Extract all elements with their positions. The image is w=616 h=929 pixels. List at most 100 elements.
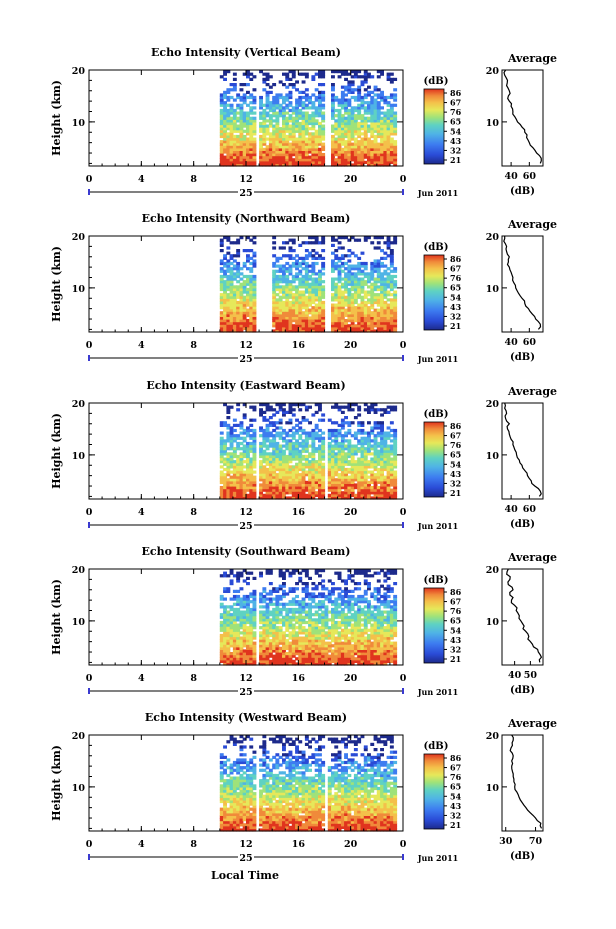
- panel-title: Echo Intensity (Eastward Beam): [146, 379, 345, 392]
- profile-line: [509, 734, 543, 829]
- colorbar: [423, 421, 445, 498]
- profile-title: Average: [507, 218, 557, 231]
- y-axis-label: Height (km): [50, 579, 63, 655]
- x-tick-label: 12: [239, 839, 252, 850]
- profile-line: [503, 236, 542, 330]
- beam-panel-4: Echo Intensity (Southward Beam) Height (k…: [50, 545, 557, 698]
- profile-x-tick-label: 30: [499, 836, 513, 847]
- profile-y-tick-label: 20: [486, 66, 500, 77]
- y-tick-label: 20: [72, 399, 86, 410]
- beam-panel-2: Echo Intensity (Northward Beam) Height (k…: [50, 212, 557, 365]
- profile-frame: [501, 69, 544, 167]
- x-tick-label: 16: [292, 174, 306, 185]
- colorbar-title: (dB): [424, 242, 449, 253]
- x-tick-label: 0: [400, 673, 407, 684]
- colorbar-tick-label: 54: [450, 791, 462, 801]
- colorbar-tick-label: 43: [450, 302, 462, 312]
- x-tick-label: 0: [86, 839, 93, 850]
- profile-line: [503, 69, 542, 164]
- colorbar: [423, 753, 445, 830]
- day-label: 25: [239, 188, 252, 199]
- colorbar-tick-label: 54: [450, 459, 462, 469]
- x-tick-label: 20: [344, 340, 358, 351]
- x-tick-label: 12: [239, 507, 252, 518]
- y-axis-label: Height (km): [50, 413, 63, 489]
- colorbar-tick-label: 86: [450, 753, 462, 763]
- colorbar-tick-label: 65: [450, 450, 461, 460]
- profile-title: Average: [507, 385, 557, 398]
- profile-frame: [501, 568, 544, 666]
- heatmap-cells: [219, 403, 398, 500]
- profile-y-tick-label: 10: [486, 617, 500, 628]
- profile-y-tick-label: 20: [486, 565, 500, 576]
- x-tick-label: 16: [292, 673, 306, 684]
- profile-x-tick-label: 40: [504, 337, 518, 348]
- profile-line: [504, 402, 542, 497]
- y-axis-label: Height (km): [50, 80, 63, 156]
- x-tick-label: 12: [239, 340, 252, 351]
- colorbar-title: (dB): [424, 409, 449, 420]
- profile-title: Average: [507, 551, 557, 564]
- x-tick-label: 12: [239, 673, 252, 684]
- colorbar-tick-label: 67: [450, 597, 461, 607]
- x-tick-label: 8: [190, 507, 197, 518]
- panel-title: Echo Intensity (Vertical Beam): [151, 46, 341, 59]
- profile-frame: [501, 235, 544, 333]
- x-tick-label: 4: [138, 507, 145, 518]
- y-tick-label: 10: [72, 284, 86, 295]
- heatmap-cells: [219, 70, 398, 167]
- colorbar-title: (dB): [424, 76, 449, 87]
- date-label: Jun 2011: [417, 188, 458, 198]
- colorbar-tick-label: 67: [450, 763, 461, 773]
- profile-line: [506, 568, 543, 663]
- profile-x-tick-label: 70: [529, 836, 543, 847]
- x-tick-label: 16: [292, 340, 306, 351]
- y-tick-label: 20: [72, 66, 86, 77]
- x-tick-label: 4: [138, 174, 145, 185]
- colorbar-tick-label: 21: [450, 321, 461, 331]
- panel-title: Echo Intensity (Northward Beam): [142, 212, 351, 225]
- x-tick-label: 12: [239, 174, 252, 185]
- colorbar-tick-label: 54: [450, 292, 462, 302]
- profile-frame: [501, 402, 544, 500]
- day-label: 25: [239, 521, 252, 532]
- profile-y-tick-label: 20: [486, 232, 500, 243]
- colorbar-title: (dB): [424, 741, 449, 752]
- x-tick-label: 0: [400, 340, 407, 351]
- day-label: 25: [239, 354, 252, 365]
- x-tick-label: 0: [86, 673, 93, 684]
- profile-frame: [501, 734, 544, 832]
- x-tick-label: 0: [86, 507, 93, 518]
- colorbar-tick-label: 43: [450, 136, 462, 146]
- day-label: 25: [239, 687, 252, 698]
- colorbar-tick-label: 21: [450, 820, 461, 830]
- date-label: Jun 2011: [417, 521, 458, 531]
- x-tick-label: 4: [138, 673, 145, 684]
- y-tick-label: 10: [72, 617, 86, 628]
- colorbar-tick-label: 67: [450, 98, 461, 108]
- y-axis-label: Height (km): [50, 745, 63, 821]
- y-axis-label: Height (km): [50, 246, 63, 322]
- x-tick-label: 16: [292, 507, 306, 518]
- x-tick-label: 8: [190, 174, 197, 185]
- y-tick-label: 10: [72, 451, 86, 462]
- colorbar-tick-label: 76: [450, 440, 462, 450]
- colorbar-title: (dB): [424, 575, 449, 586]
- x-tick-label: 20: [344, 673, 358, 684]
- profile-x-tick-label: 60: [523, 171, 537, 182]
- colorbar-tick-label: 65: [450, 117, 461, 127]
- colorbar-tick-label: 76: [450, 273, 462, 283]
- x-tick-label: 0: [400, 839, 407, 850]
- x-tick-label: 20: [344, 174, 358, 185]
- beam-panel-5: Echo Intensity (Westward Beam) Height (km…: [50, 711, 557, 864]
- date-label: Jun 2011: [417, 853, 458, 863]
- colorbar-tick-label: 67: [450, 431, 461, 441]
- profile-x-tick-label: 60: [523, 337, 537, 348]
- profile-x-tick-label: 40: [504, 504, 518, 515]
- heatmap-cells: [219, 236, 398, 333]
- x-tick-label: 0: [86, 340, 93, 351]
- colorbar-tick-label: 86: [450, 421, 462, 431]
- y-tick-label: 20: [72, 731, 86, 742]
- colorbar: [423, 587, 445, 664]
